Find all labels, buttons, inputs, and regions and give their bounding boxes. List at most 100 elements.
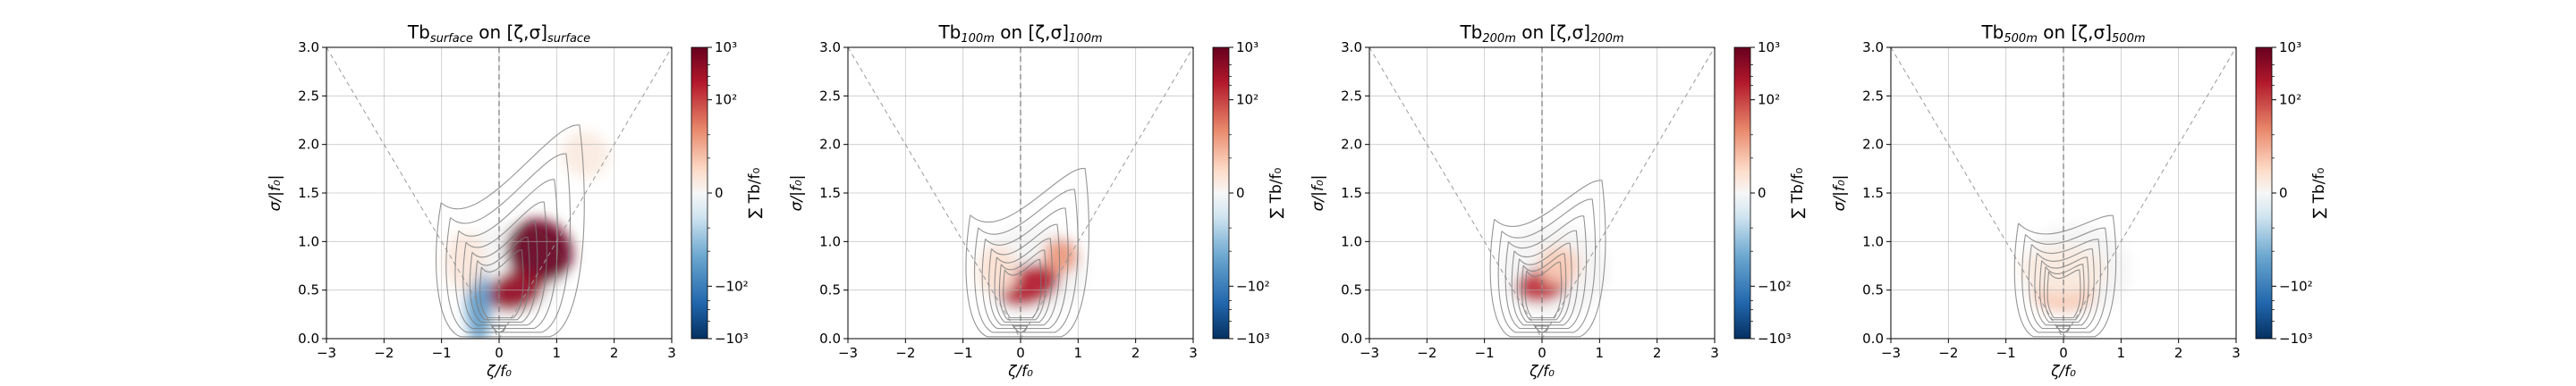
colorbar-tick-label: 10²	[715, 92, 737, 108]
colorbar-label: ∑ Tb/f₀	[1267, 168, 1285, 219]
x-axis-label: ζ/f₀	[2050, 363, 2076, 381]
y-tick-label: 0.0	[298, 331, 319, 347]
y-axis-label: σ/|f₀|	[788, 175, 806, 212]
x-tick-label: −3	[1881, 345, 1901, 361]
contour-line	[1489, 180, 1606, 338]
colorbar	[691, 46, 708, 340]
title-subscript: 200m	[1482, 32, 1515, 46]
contour-line	[2034, 248, 2095, 326]
x-tick-label: 1	[1596, 345, 1605, 361]
contour-line	[1003, 258, 1042, 319]
y-tick-label: 0.5	[819, 282, 841, 298]
contour-line	[436, 124, 585, 338]
colorbar-tick-label: −10²	[715, 278, 749, 294]
x-tick-label: −2	[1938, 345, 1958, 361]
x-tick-label: 0	[1538, 345, 1546, 361]
heatmap-blob	[561, 130, 610, 178]
y-tick-label: 2.0	[819, 137, 841, 153]
title-subscript: surface	[430, 32, 473, 46]
colorbar-tick-label: 0	[715, 185, 724, 201]
contour-line	[1521, 253, 1567, 321]
y-tick-label: 2.0	[1341, 137, 1362, 153]
contour-line	[2021, 227, 2108, 333]
title-main: Tb	[1459, 21, 1482, 43]
colorbar-tick-label: 10³	[715, 39, 737, 55]
heatmap-blob	[444, 231, 485, 290]
title-middle: on [ζ,σ]	[2038, 21, 2112, 43]
x-tick-label: −1	[953, 345, 973, 361]
contour-line	[1013, 325, 1029, 333]
contour-layer	[965, 168, 1090, 338]
title-middle: on [ζ,σ]	[995, 21, 1069, 43]
y-tick-label: 0.5	[298, 282, 319, 298]
colorbar-tick-label: 10²	[2279, 92, 2301, 108]
contour-line	[2046, 269, 2081, 319]
subplot-title: Tbsurface on [ζ,σ]surface	[407, 21, 590, 46]
title-subscript: surface	[547, 32, 590, 46]
colorbar-tick-label: −10²	[2279, 278, 2313, 294]
colorbar-tick-label: −10³	[1758, 331, 1792, 347]
x-tick-label: 1	[1074, 345, 1083, 361]
y-tick-label: 0.5	[1862, 282, 1884, 298]
contour-line	[981, 207, 1069, 330]
colorbar	[1212, 46, 1230, 340]
colorbar-tick-label: 10³	[1758, 39, 1780, 55]
subplot-1: −3 −2 −1 0 1 2 3 0.0 0.5 1.0 1.5 2.0 2.5 3.0 ζ/f₀ σ/|f₀…	[267, 21, 764, 381]
contour-line	[988, 223, 1061, 326]
contour-line	[2043, 264, 2085, 321]
x-tick-label: 3	[2232, 345, 2241, 361]
contour-line	[1497, 198, 1597, 333]
y-tick-label: 2.5	[298, 88, 319, 104]
colorbar-tick-label: 10³	[2279, 39, 2301, 55]
x-axis-label: ζ/f₀	[1529, 363, 1555, 381]
y-tick-label: 0.0	[819, 331, 841, 347]
x-tick-label: 2	[1131, 345, 1140, 361]
title-subscript: 500m	[2004, 32, 2037, 46]
colorbar-tick-label: 10²	[1758, 92, 1780, 108]
contour-line	[1524, 261, 1563, 319]
contour-line	[998, 249, 1046, 321]
title-subscript: 500m	[2112, 32, 2145, 46]
title-subscript: 100m	[1069, 32, 1102, 46]
y-tick-label: 1.5	[819, 185, 841, 201]
y-tick-label: 2.5	[819, 88, 841, 104]
y-tick-label: 1.5	[1341, 185, 1362, 201]
contour-line	[965, 168, 1090, 338]
x-tick-label: −2	[374, 345, 394, 361]
colorbar	[1733, 46, 1751, 340]
contour-line	[2028, 239, 2101, 330]
contour-line	[479, 249, 524, 319]
x-tick-label: −1	[1996, 345, 2016, 361]
y-tick-label: 1.5	[1862, 185, 1884, 201]
x-tick-label: −3	[838, 345, 858, 361]
colorbar-tick-label: 0	[1758, 185, 1767, 201]
x-tick-label: 2	[610, 345, 619, 361]
colorbar-tick-label: −10³	[2279, 331, 2313, 347]
contour-layer	[1489, 180, 1606, 338]
title-middle: on [ζ,σ]	[473, 21, 547, 43]
x-tick-label: 2	[1653, 345, 1662, 361]
subplot-title: Tb100m on [ζ,σ]100m	[937, 21, 1102, 46]
x-tick-label: 3	[1710, 345, 1719, 361]
y-tick-label: 2.0	[298, 137, 319, 153]
colorbar-tick-label: −10²	[1758, 278, 1792, 294]
x-tick-label: −1	[1475, 345, 1495, 361]
subplot-title: Tb500m on [ζ,σ]500m	[1980, 21, 2145, 46]
contour-line	[2039, 256, 2089, 323]
title-subscript: 200m	[1590, 32, 1623, 46]
x-tick-label: −2	[895, 345, 915, 361]
subplot-title: Tb200m on [ζ,σ]200m	[1459, 21, 1623, 46]
x-tick-label: −3	[317, 345, 336, 361]
x-tick-label: 0	[495, 345, 504, 361]
x-axis-label: ζ/f₀	[486, 363, 512, 381]
colorbar-tick-label: 10³	[1236, 39, 1258, 55]
subplot-4: −3 −2 −1 0 1 2 3 0.0 0.5 1.0 1.5 2.0 2.5 3.0 ζ/f₀ σ/|f₀…	[1831, 21, 2328, 381]
x-tick-label: −1	[432, 345, 452, 361]
y-tick-label: 3.0	[1862, 39, 1884, 55]
colorbar-tick-label: 0	[1236, 185, 1245, 201]
x-tick-label: 2	[2174, 345, 2183, 361]
x-tick-label: 0	[1016, 345, 1025, 361]
title-middle: on [ζ,σ]	[1516, 21, 1590, 43]
y-tick-label: 2.5	[1862, 88, 1884, 104]
